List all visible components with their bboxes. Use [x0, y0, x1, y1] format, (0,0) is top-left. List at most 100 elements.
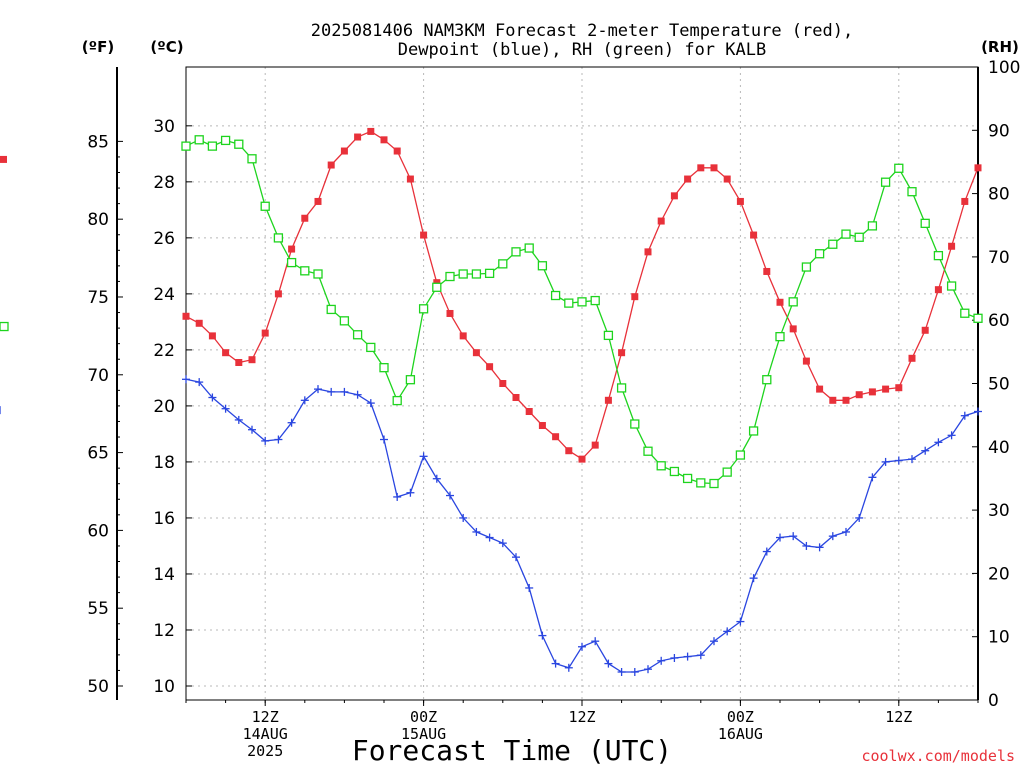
temperature-point: [499, 380, 507, 387]
temperature-point: [855, 391, 863, 399]
rh-point: [550, 290, 561, 301]
temperature-point: [618, 349, 626, 357]
fahrenheit-tick-label: 55: [87, 599, 109, 619]
rh-point: [696, 478, 706, 488]
dewpoint-point: [406, 488, 415, 497]
rh-tick-label: 70: [988, 248, 1010, 268]
dewpoint-point: [538, 631, 547, 640]
temperature-point: [0, 155, 7, 163]
x-tick-label: 00Z: [410, 708, 437, 726]
temperature-point: [802, 357, 810, 365]
temperature-point: [789, 325, 797, 333]
temperature-point: [222, 349, 230, 357]
rh-point: [379, 363, 389, 373]
dewpoint-point: [617, 667, 626, 676]
temperature-point: [406, 175, 414, 183]
dewpoint-point: [855, 513, 864, 522]
rh-point: [907, 187, 917, 197]
rh-point: [762, 375, 772, 385]
temperature-point: [380, 136, 388, 144]
temperature-point: [472, 349, 480, 357]
rh-tick-label: 20: [988, 564, 1010, 584]
temperature-point: [736, 197, 744, 205]
celsius-tick-label: 12: [153, 621, 175, 641]
rh-point: [722, 467, 732, 477]
axes: 50 55 60 65 70 75 80 85 10 12 14 16 18 20 22 24 26 28 30 0 1…: [87, 58, 1020, 760]
temperature-point: [842, 396, 850, 404]
temperature-point: [948, 242, 956, 250]
rh-point: [339, 316, 350, 326]
rh-point: [735, 450, 746, 460]
dewpoint-point: [710, 637, 718, 646]
dewpoint-point: [776, 533, 784, 542]
dewpoint-point: [498, 539, 507, 548]
temperature-point: [723, 175, 731, 183]
temperature-point: [578, 455, 586, 463]
rh-tick-label: 60: [988, 311, 1010, 331]
temperature-point: [657, 217, 665, 225]
dewpoint-point: [947, 431, 956, 440]
celsius-tick-label: 20: [153, 397, 175, 417]
dewpoint-point: [300, 396, 309, 405]
temperature-point: [591, 441, 599, 449]
dewpoint-point: [644, 665, 652, 674]
rh-point: [313, 269, 323, 279]
rh-point: [445, 271, 455, 282]
dewpoint-point: [815, 543, 824, 552]
rh-point: [524, 243, 534, 253]
rh-unit-label: (RH): [981, 38, 1019, 56]
rh-point: [841, 229, 851, 239]
rh-point: [405, 375, 416, 385]
x-tick-label: 15AUG: [401, 725, 446, 743]
rh-point: [630, 419, 640, 429]
fahrenheit-tick-label: 70: [87, 366, 109, 386]
dewpoint-point: [287, 418, 296, 427]
temperature-point: [604, 396, 612, 404]
x-tick-label: 12Z: [568, 708, 595, 726]
dewpoint-point: [525, 583, 534, 592]
rh-point: [867, 221, 878, 231]
rh-point: [590, 295, 600, 306]
fahrenheit-unit-label: (ºF): [82, 38, 114, 56]
rh-point: [577, 297, 587, 307]
rh-point: [894, 163, 904, 173]
rh-point: [564, 298, 574, 308]
watermark: coolwx.com/models: [861, 747, 1015, 765]
rh-point: [801, 262, 812, 272]
dewpoint-point: [960, 411, 969, 420]
rh-point: [498, 259, 508, 269]
temperature-point: [961, 197, 969, 205]
rh-point: [432, 282, 442, 292]
celsius-tick-label: 18: [153, 453, 175, 473]
dewpoint-point: [472, 527, 481, 536]
celsius-tick-label: 22: [153, 341, 175, 361]
rh-tick-label: 40: [988, 438, 1010, 458]
temperature-point: [565, 447, 573, 455]
temperature-point: [868, 388, 876, 396]
x-axis-title: Forecast Time (UTC): [352, 734, 672, 767]
rh-point: [220, 135, 231, 146]
temperature-point: [235, 358, 243, 366]
temperature-point: [288, 245, 296, 253]
dewpoint-point: [564, 663, 573, 672]
temperature-point: [274, 290, 282, 298]
dewpoint-point: [221, 404, 230, 413]
temperature-point: [195, 319, 203, 327]
rh-point: [352, 330, 363, 340]
rh-point: [788, 297, 798, 307]
dewpoint-point: [894, 456, 903, 465]
temperature-point: [934, 286, 942, 294]
celsius-tick-label: 14: [153, 565, 175, 585]
rh-point: [775, 332, 785, 342]
celsius-tick-label: 26: [153, 229, 175, 249]
dewpoint-point: [353, 390, 362, 399]
dewpoint-point: [921, 446, 930, 455]
temperature-point: [525, 408, 533, 416]
rh-point: [511, 247, 521, 257]
rh-point: [946, 281, 957, 291]
temperature-point: [763, 267, 771, 275]
temperature-point: [552, 433, 560, 441]
temperature-point: [367, 127, 375, 135]
temperature-point: [670, 192, 678, 200]
dewpoint-point: [432, 474, 441, 483]
